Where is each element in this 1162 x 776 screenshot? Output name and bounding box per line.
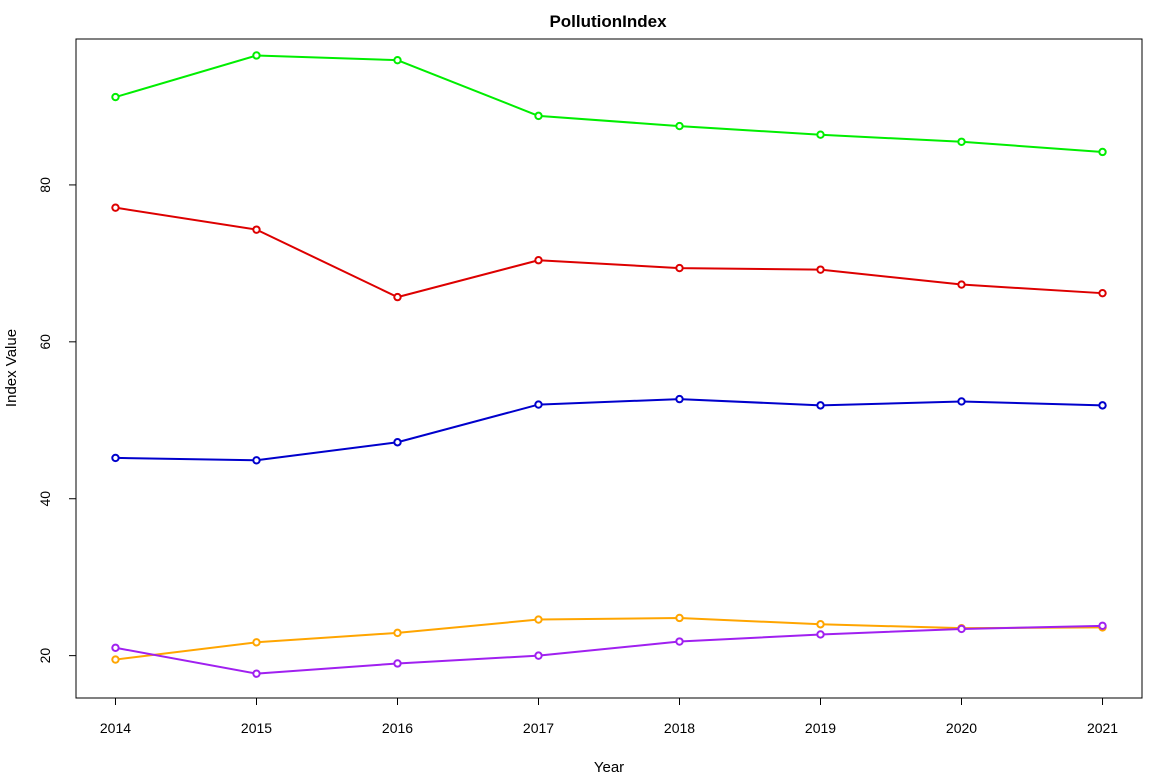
data-point	[252, 638, 261, 647]
y-tick-label: 80	[37, 177, 53, 193]
data-point	[957, 624, 966, 634]
data-point	[393, 628, 402, 638]
y-axis: 20 40 60 80	[37, 177, 76, 664]
data-point	[111, 453, 120, 463]
y-axis-label: Index Value	[3, 329, 20, 407]
data-point	[252, 51, 261, 60]
x-axis-label: Year	[594, 759, 624, 776]
data-point	[393, 438, 402, 447]
data-point	[393, 292, 402, 302]
data-point	[816, 620, 825, 629]
data-point	[111, 92, 120, 102]
data-point	[957, 137, 966, 146]
y-tick-label: 40	[37, 491, 53, 507]
data-point	[816, 130, 825, 139]
data-point	[393, 659, 402, 668]
data-point	[1098, 621, 1107, 631]
x-tick-label: 2021	[1087, 720, 1118, 736]
data-point	[111, 655, 120, 664]
data-point	[957, 280, 966, 289]
data-point	[675, 263, 684, 273]
data-point	[1098, 147, 1107, 157]
data-point	[534, 111, 543, 121]
data-point	[534, 256, 543, 265]
series-0	[111, 51, 1107, 157]
series-2	[111, 394, 1107, 465]
data-point	[675, 394, 684, 404]
data-point	[534, 615, 543, 624]
series-3	[111, 613, 1107, 664]
series-line	[115, 616, 1103, 661]
data-point	[534, 651, 543, 660]
data-point	[1098, 288, 1107, 298]
data-point	[252, 669, 261, 678]
x-tick-label: 2018	[664, 720, 695, 736]
series-4	[111, 621, 1107, 678]
data-point	[111, 203, 120, 212]
data-point	[816, 401, 825, 410]
series-line	[115, 206, 1103, 299]
x-tick-label: 2017	[523, 720, 554, 736]
data-point	[816, 265, 825, 274]
plot-frame	[75, 38, 1143, 699]
x-tick-label: 2015	[241, 720, 272, 736]
data-point	[957, 397, 966, 406]
series-1	[111, 203, 1107, 302]
data-point	[534, 400, 543, 409]
series-line	[115, 624, 1103, 675]
data-point	[675, 613, 684, 623]
data-point	[252, 456, 261, 465]
series-line	[115, 398, 1103, 462]
x-tick-label: 2020	[946, 720, 977, 736]
x-tick-label: 2014	[100, 720, 131, 736]
x-tick-label: 2019	[805, 720, 836, 736]
data-point	[675, 121, 684, 131]
x-tick-label: 2016	[382, 720, 413, 736]
x-axis: 2014 2015 2016 2017 2018 2019 2020 2021	[100, 698, 1118, 736]
y-tick-label: 60	[37, 334, 53, 350]
data-point	[675, 637, 684, 646]
data-point	[252, 225, 261, 234]
data-point	[393, 55, 402, 65]
chart-title: PollutionIndex	[549, 12, 667, 31]
series-line	[115, 54, 1103, 153]
series-layer	[111, 51, 1107, 678]
data-point	[816, 630, 825, 639]
data-point	[1098, 401, 1107, 410]
data-point	[111, 643, 120, 652]
y-tick-label: 20	[37, 648, 53, 664]
